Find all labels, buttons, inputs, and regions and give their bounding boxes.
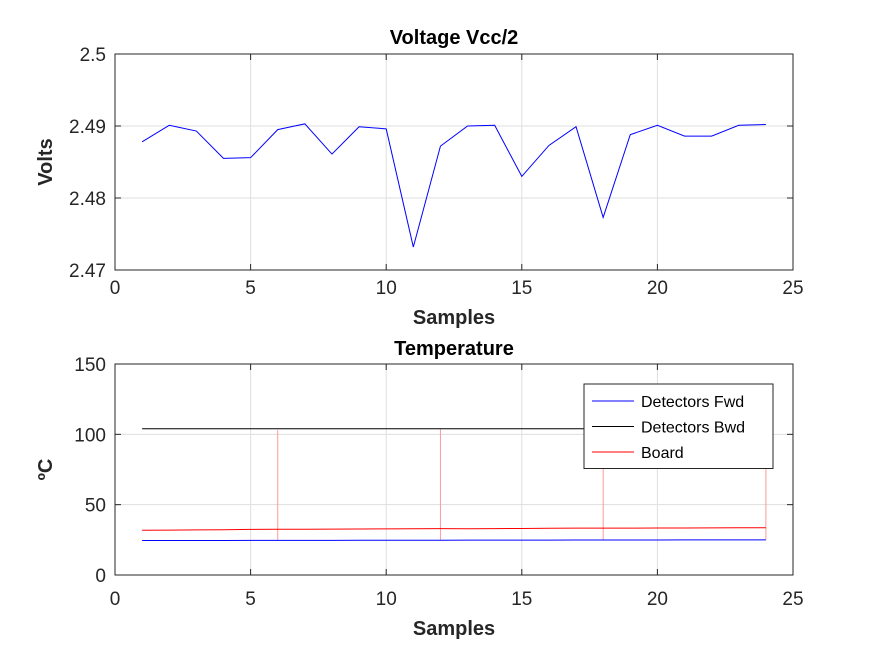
x-tick-label: 15 (511, 589, 532, 610)
y-tick-label: 150 (74, 355, 106, 376)
plot-area (115, 54, 793, 270)
x-tick-label: 20 (647, 589, 668, 610)
y-axis-label: ºC (35, 459, 57, 481)
x-tick-label: 0 (110, 589, 121, 610)
y-tick-label: 100 (74, 425, 106, 446)
chart-title: Temperature (394, 338, 514, 360)
x-tick-label: 20 (647, 278, 668, 299)
y-tick-label: 2.49 (69, 117, 106, 138)
temperature-panel: 0 5 10 15 20 25 0 50 100 150 Temperature Samples ºC D… (35, 338, 804, 640)
legend-entry: Detectors Bwd (641, 420, 745, 437)
series-line-0 (142, 539, 766, 542)
x-tick-label: 5 (245, 589, 256, 610)
x-tick-label: 10 (376, 278, 397, 299)
legend-entry: Board (641, 445, 684, 462)
chart-title: Voltage Vcc/2 (390, 27, 519, 49)
y-tick-label: 50 (85, 496, 106, 517)
series-line-2 (142, 527, 766, 531)
y-axis-label: Volts (35, 138, 57, 185)
x-tick-label: 5 (245, 278, 256, 299)
x-axis-label: Samples (413, 307, 495, 329)
x-tick-label: 15 (511, 278, 532, 299)
x-tick-label: 10 (376, 589, 397, 610)
y-tick-label: 2.47 (69, 261, 106, 282)
y-tick-label: 0 (95, 566, 106, 587)
x-tick-label: 0 (110, 278, 121, 299)
x-tick-label: 25 (782, 278, 803, 299)
legend-entry: Detectors Fwd (641, 394, 744, 411)
y-tick-label: 2.48 (69, 189, 106, 210)
y-tick-label: 2.5 (80, 45, 106, 66)
x-tick-label: 25 (782, 589, 803, 610)
x-axis-label: Samples (413, 618, 495, 640)
series-line-0 (141, 123, 766, 248)
axes-frame (114, 363, 794, 576)
voltage-panel: 0 5 10 15 20 25 2.47 2.48 2.49 2.5 Voltage Vcc/2 Sa… (35, 27, 804, 329)
axes-frame (114, 53, 794, 271)
